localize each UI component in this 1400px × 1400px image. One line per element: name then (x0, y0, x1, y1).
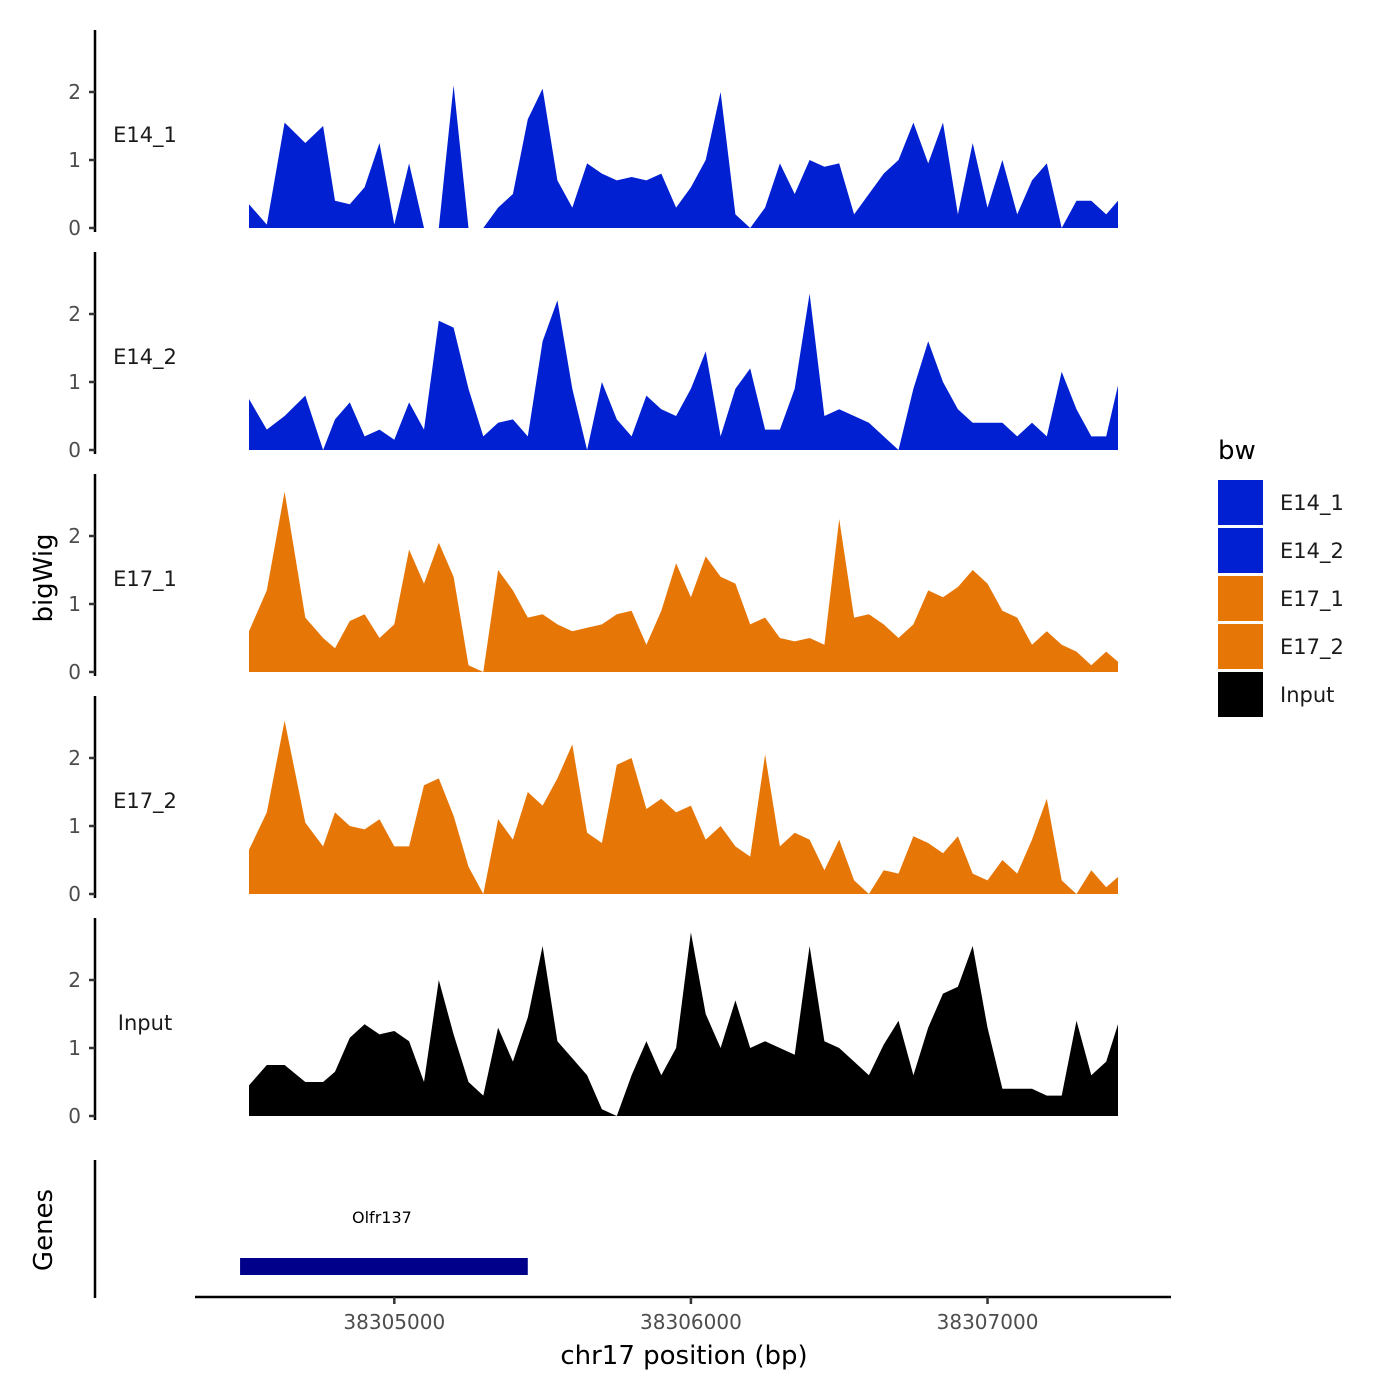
coverage-area (249, 491, 1118, 672)
legend-swatch (1218, 528, 1263, 573)
coverage-area (249, 85, 1118, 228)
legend-swatch (1218, 624, 1263, 669)
track-label: E14_2 (113, 345, 177, 370)
legend-swatch (1218, 672, 1263, 717)
track-input: 0 1 2 Input (68, 918, 1118, 1128)
y-axis-title: bigWig (29, 533, 59, 622)
track-label: E17_2 (113, 789, 177, 814)
x-tick-label: 38306000 (640, 1310, 742, 1334)
coverage-area (249, 720, 1118, 894)
legend-label: E14_1 (1280, 491, 1344, 516)
y-tick-label: 1 (68, 814, 81, 838)
y-tick-label: 2 (68, 302, 81, 326)
genes-panel-label: Genes (29, 1189, 59, 1271)
legend-swatch (1218, 480, 1263, 525)
legend-label: E14_2 (1280, 539, 1344, 564)
legend-label: Input (1280, 683, 1334, 707)
x-tick-label: 38307000 (937, 1310, 1039, 1334)
y-tick-label: 0 (68, 660, 81, 684)
legend-title: bw (1218, 436, 1256, 466)
track-e17-1: 0 1 2 E17_1 (68, 474, 1118, 684)
legend-label: E17_1 (1280, 587, 1344, 612)
y-tick-label: 1 (68, 370, 81, 394)
y-tick-label: 1 (68, 148, 81, 172)
track-label: Input (118, 1011, 172, 1035)
gene-label: Olfr137 (352, 1208, 412, 1227)
track-e14-2: 0 1 2 E14_2 (68, 252, 1118, 462)
y-tick-label: 1 (68, 1036, 81, 1060)
x-tick-label: 38305000 (343, 1310, 445, 1334)
y-tick-label: 0 (68, 882, 81, 906)
gene-bar (240, 1258, 528, 1275)
track-label: E17_1 (113, 567, 177, 592)
track-e17-2: 0 1 2 E17_2 (68, 696, 1118, 906)
y-tick-label: 1 (68, 592, 81, 616)
y-tick-label: 0 (68, 438, 81, 462)
tracks-layer: 0 1 2 E14_1 0 1 2 E14_2 0 1 2 E17_1 0 1 2 E17_2 0 1 2 Input (68, 30, 1118, 1128)
x-axis-title: chr17 position (bp) (560, 1341, 807, 1371)
y-tick-label: 2 (68, 746, 81, 770)
track-label: E14_1 (113, 123, 177, 148)
x-axis: 38305000 38306000 38307000 (195, 1295, 1171, 1334)
genes-panel: Olfr137 (93, 1160, 528, 1298)
legend-swatch (1218, 576, 1263, 621)
y-tick-label: 2 (68, 968, 81, 992)
coverage-area (249, 293, 1118, 450)
y-tick-label: 2 (68, 80, 81, 104)
track-e14-1: 0 1 2 E14_1 (68, 30, 1118, 240)
legend: bw E14_1 E14_2 E17_1 E17_2 Input (1218, 436, 1344, 717)
y-tick-label: 0 (68, 216, 81, 240)
coverage-area (249, 932, 1118, 1116)
y-tick-label: 2 (68, 524, 81, 548)
legend-label: E17_2 (1280, 635, 1344, 660)
y-tick-label: 0 (68, 1104, 81, 1128)
